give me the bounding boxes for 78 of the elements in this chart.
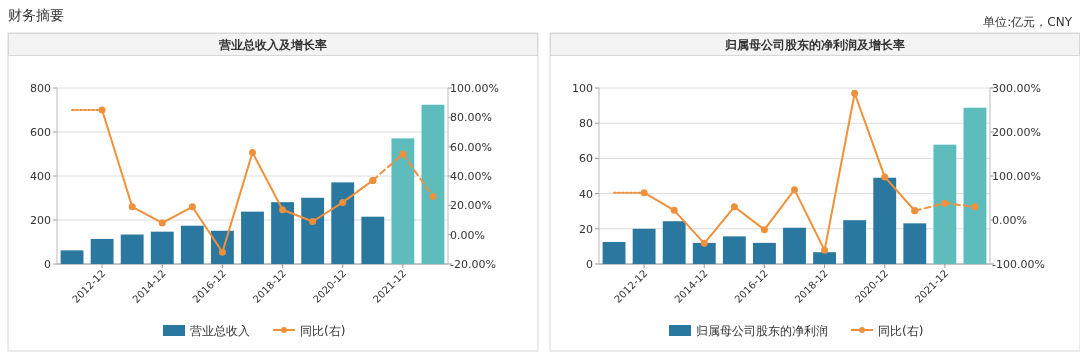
point [881,173,889,181]
y-tick-label: 0 [44,258,51,271]
y2-tick-label: 80.00% [450,111,492,125]
bar [60,250,84,264]
point [128,203,136,211]
bar [933,144,957,264]
y-tick-label: 100 [572,82,593,95]
bar [271,202,295,264]
y-tick-label: 600 [30,126,51,139]
y2-tick-label: -20.00% [450,258,496,271]
bar [662,221,686,264]
y2-tick-label: 0.00% [450,228,485,242]
bar [963,107,987,264]
point [941,199,949,207]
point [369,176,377,184]
point [218,248,226,256]
bar [391,138,415,264]
point [399,150,407,158]
bar [421,104,445,264]
bar [692,242,716,264]
legend-label: 同比(右) [878,324,924,338]
y2-tick-label: 20.00% [450,199,492,213]
bar [632,228,656,264]
bar [783,227,806,264]
bar [331,182,355,264]
y2-tick-label: 100.00% [450,82,499,95]
bar [361,216,385,264]
chart-title: 归属母公司股东的净利润及增长率 [724,38,905,52]
point [279,206,287,214]
point [188,203,196,211]
bar [813,252,837,264]
y-tick-label: 80 [579,117,593,131]
bar [843,220,867,264]
point [971,203,979,211]
y-tick-label: 800 [30,82,51,95]
point [339,198,347,206]
chart-title: 营业总收入及增长率 [218,38,327,52]
y2-tick-label: 200.00% [992,126,1041,139]
y-tick-label: 200 [30,214,51,227]
bar [180,225,204,264]
point [760,226,768,234]
y2-tick-label: 60.00% [450,140,492,154]
y-tick-label: 20 [579,222,593,236]
point [821,246,829,254]
y2-tick-label: 40.00% [450,170,492,183]
bar [903,223,927,264]
bar [722,236,746,264]
point [670,206,678,214]
legend-label: 归属母公司股东的净利润 [696,324,828,338]
legend-label: 营业总收入 [190,324,250,338]
point [791,186,798,194]
bar [90,238,114,264]
point [700,239,708,247]
bar [602,242,626,264]
legend-label: 同比(右) [300,324,346,338]
bar [120,234,144,264]
text: 单位:亿元，CNY [983,15,1073,29]
point [730,203,738,211]
y-tick-label: 40 [579,187,593,201]
point [158,219,166,227]
y-tick-label: 400 [30,170,51,183]
bar [241,211,264,264]
y-tick-label: 0 [586,258,593,271]
point [309,217,317,225]
bar [752,242,776,264]
y2-tick-label: 0.00% [992,214,1027,227]
y2-tick-label: 100.00% [992,170,1041,183]
y2-tick-label: 300.00% [992,82,1041,95]
point [851,89,859,97]
bar [301,197,325,264]
point [429,193,437,201]
text: 财务摘要 [8,7,64,23]
point [911,207,919,215]
bar [150,231,174,264]
y-tick-label: 60 [579,152,593,166]
point [249,149,256,157]
bar [873,177,897,264]
y2-tick-label: -100.00% [992,258,1045,271]
